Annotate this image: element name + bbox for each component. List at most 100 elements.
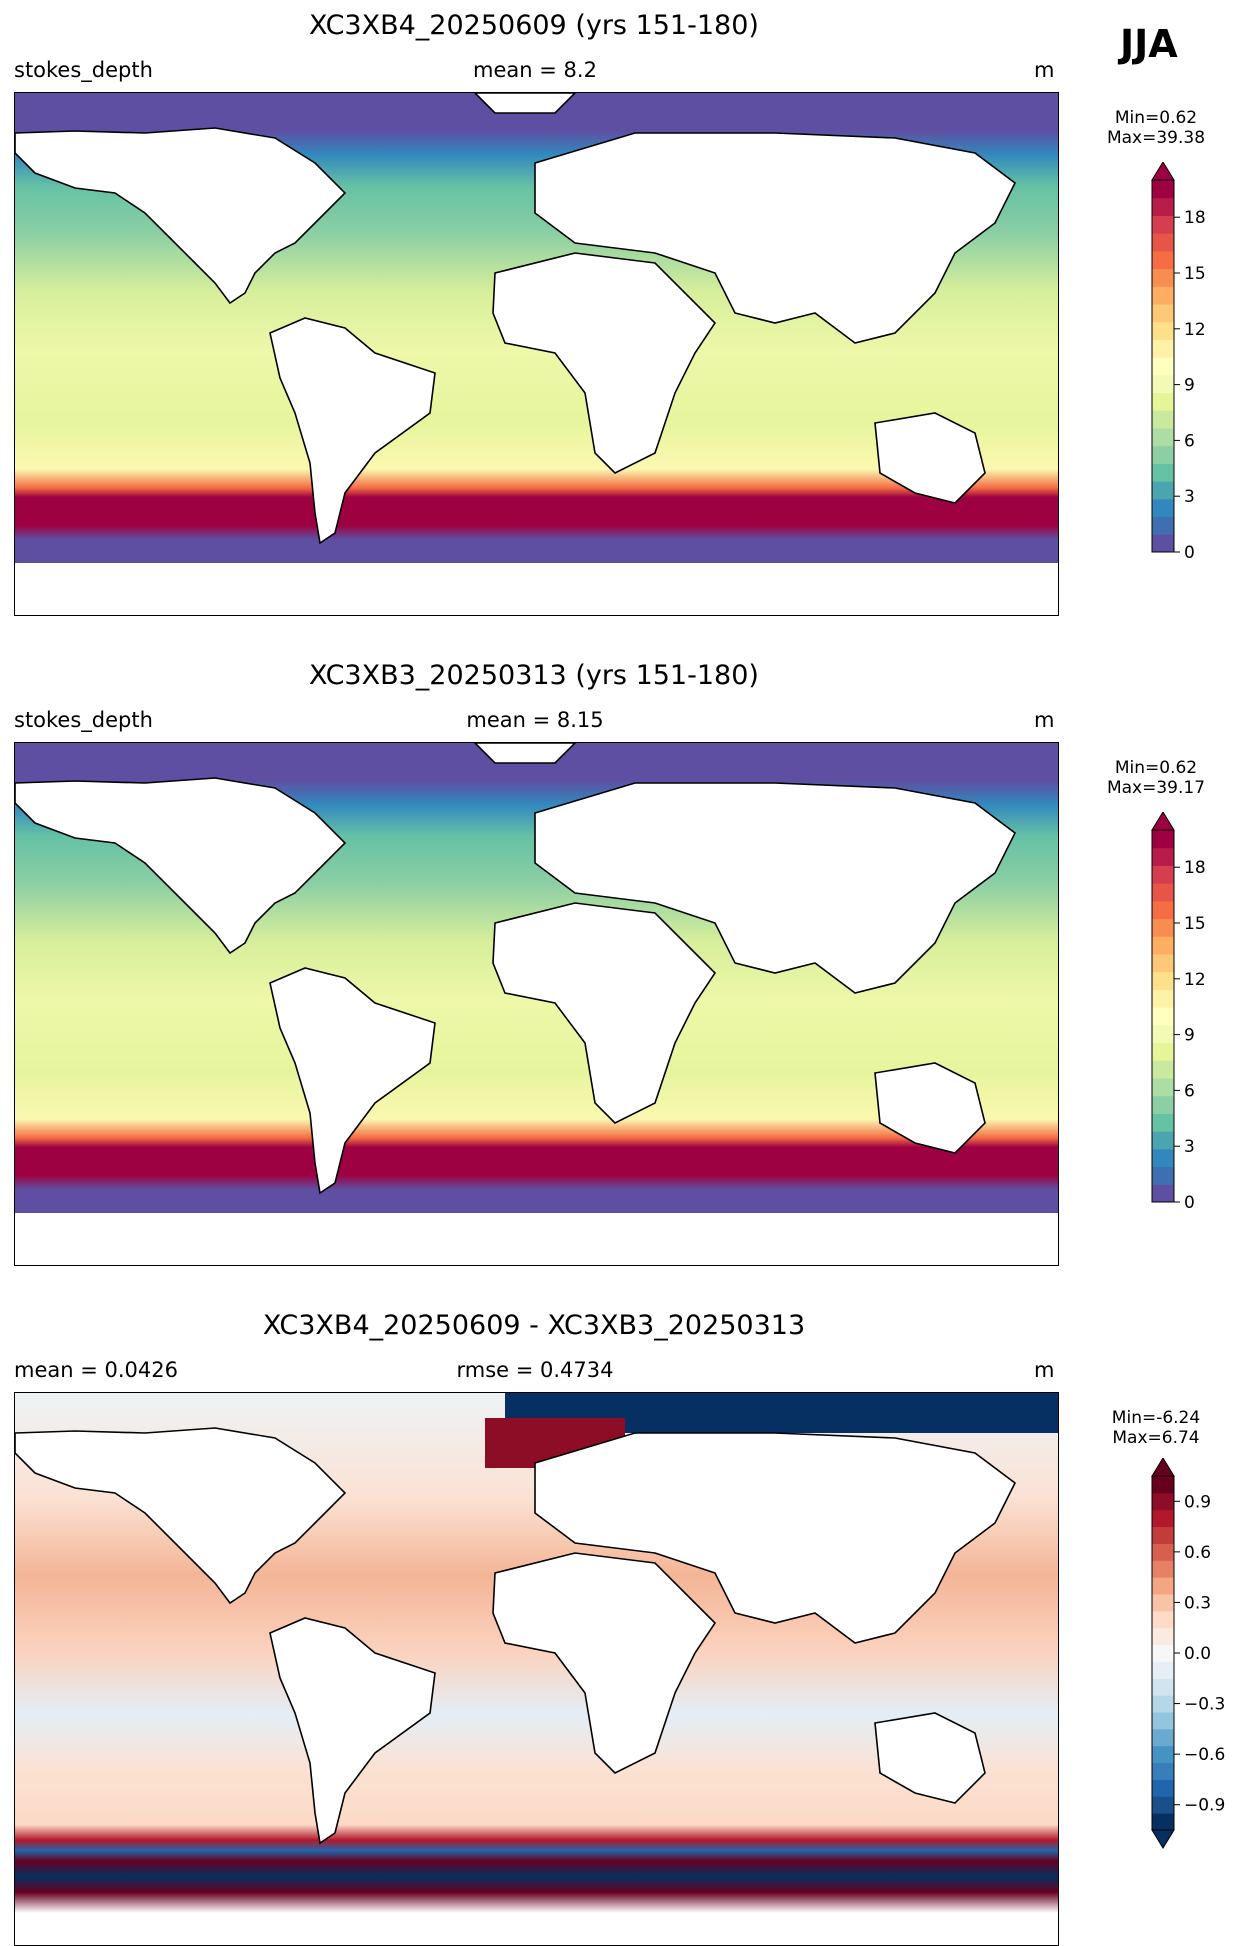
colorbar-tick-label: 18 <box>1184 208 1206 228</box>
colorbar-tick-label: 9 <box>1184 1026 1195 1046</box>
colorbar-level-1 <box>1152 1166 1174 1185</box>
colorbar-level-19 <box>1152 847 1174 866</box>
colorbar-level-4 <box>1152 1113 1174 1132</box>
colorbar-tick-label: 18 <box>1184 858 1206 878</box>
panel-3-map-svg <box>15 1393 1058 1945</box>
panel-2-mean-label: mean = 8.15 <box>466 708 604 732</box>
colorbar-tick-label: 0 <box>1184 543 1195 562</box>
colorbar-level-11 <box>1152 1627 1174 1646</box>
colorbar-extend-max <box>1151 811 1175 831</box>
panel-1-units-label: m <box>1034 58 1055 82</box>
colorbar-tick-label: 15 <box>1184 914 1206 934</box>
colorbar-tick-label: 3 <box>1184 487 1195 507</box>
colorbar-level-9 <box>1152 1024 1174 1044</box>
colorbar-level-4 <box>1152 463 1174 482</box>
colorbar-level-0 <box>1152 1813 1174 1831</box>
panel-1-antarctica-land <box>15 563 1058 615</box>
colorbar-level-0 <box>1152 1184 1174 1203</box>
colorbar-level-5 <box>1152 1095 1174 1114</box>
panel-2-antarctica-land <box>15 1213 1058 1265</box>
panel-2-greenland <box>473 743 577 764</box>
panel-2-max-text: Max=39.17 <box>1106 778 1206 798</box>
colorbar-level-10 <box>1152 1644 1174 1662</box>
colorbar-tick-label: 0.3 <box>1184 1593 1211 1613</box>
colorbar-tick-label: 12 <box>1184 320 1206 340</box>
colorbar-level-15 <box>1152 1560 1174 1578</box>
colorbar-level-14 <box>1152 1577 1174 1595</box>
colorbar-level-8 <box>1152 392 1174 411</box>
panel-2-south-america <box>269 967 436 1195</box>
colorbar-level-12 <box>1152 321 1174 340</box>
panel-2-north-america <box>15 777 347 955</box>
panel-2-units-label: m <box>1034 708 1055 732</box>
colorbar-level-0 <box>1152 534 1174 553</box>
panel-1-eurasia <box>534 132 1017 344</box>
colorbar-tick-label: 3 <box>1184 1137 1195 1157</box>
colorbar-outline <box>1151 179 1175 553</box>
colorbar-tick-label: 6 <box>1184 1081 1195 1101</box>
colorbar-level-17 <box>1152 1526 1174 1544</box>
panel-2-variable-label: stokes_depth <box>14 708 153 732</box>
colorbar-tick-label: 0.6 <box>1184 1543 1211 1563</box>
colorbar-level-10 <box>1152 1007 1174 1026</box>
colorbar-level-1 <box>1152 516 1174 535</box>
colorbar-level-13 <box>1152 954 1174 973</box>
colorbar-level-8 <box>1152 1042 1174 1061</box>
panel-1-greenland <box>473 93 577 114</box>
colorbar-level-9 <box>1152 374 1174 394</box>
colorbar-extend-min <box>1151 1829 1175 1849</box>
colorbar-level-8 <box>1152 1678 1174 1696</box>
colorbar-level-6 <box>1152 428 1174 447</box>
panel-1-max-text: Max=39.38 <box>1106 128 1206 148</box>
colorbar-level-17 <box>1152 233 1174 252</box>
colorbar-outline <box>1151 829 1175 1203</box>
panel-2-min-text: Min=0.62 <box>1114 758 1198 778</box>
colorbar-tick-label: 9 <box>1184 376 1195 396</box>
panel-3-australia <box>874 1712 986 1804</box>
colorbar-level-16 <box>1152 250 1174 270</box>
colorbar-level-9 <box>1152 1661 1174 1679</box>
colorbar-level-5 <box>1152 1728 1174 1747</box>
colorbar-level-16 <box>1152 1543 1174 1561</box>
colorbar-level-3 <box>1152 1131 1174 1150</box>
colorbar-level-2 <box>1152 1779 1174 1797</box>
panel-3-north-america <box>15 1427 347 1605</box>
colorbar-tick-label: −0.3 <box>1184 1695 1225 1715</box>
colorbar-level-11 <box>1152 339 1174 358</box>
colorbar-level-19 <box>1152 197 1174 216</box>
colorbar-level-18 <box>1152 1509 1174 1528</box>
panel-1-map <box>14 92 1059 616</box>
colorbar-level-7 <box>1152 1060 1174 1079</box>
panel-2-australia <box>874 1062 986 1154</box>
colorbar-level-13 <box>1152 1594 1174 1612</box>
colorbar-tick-label: 15 <box>1184 264 1206 284</box>
colorbar-tick-label: −0.6 <box>1184 1745 1225 1765</box>
colorbar-level-4 <box>1152 1745 1174 1764</box>
colorbar-level-19 <box>1152 1492 1174 1511</box>
colorbar-level-14 <box>1152 286 1174 305</box>
panel-2-eurasia <box>534 782 1017 994</box>
panel-1-mean-label: mean = 8.2 <box>473 58 597 82</box>
colorbar-level-7 <box>1152 410 1174 429</box>
panel-3-max-text: Max=6.74 <box>1112 1428 1200 1448</box>
colorbar-level-2 <box>1152 1148 1174 1168</box>
panel-3-title: XC3XB4_20250609 - XC3XB3_20250313 <box>262 1310 806 1341</box>
colorbar-level-2 <box>1152 498 1174 518</box>
panel-3-continents <box>15 1427 1017 1845</box>
panel-2-colorbar: 0 3 6 9 12 15 18 <box>1140 811 1250 1216</box>
colorbar-level-7 <box>1152 1695 1174 1713</box>
colorbar-level-15 <box>1152 918 1174 937</box>
colorbar-level-5 <box>1152 445 1174 464</box>
panel-3-map <box>14 1392 1059 1946</box>
panel-2-colorbar-svg: 0 3 6 9 12 15 18 <box>1151 811 1206 1213</box>
colorbar-tick-label: 0.9 <box>1184 1492 1211 1512</box>
colorbar-level-18 <box>1152 215 1174 234</box>
colorbar-tick-label: 0.0 <box>1184 1644 1211 1664</box>
colorbar-level-1 <box>1152 1796 1174 1814</box>
colorbar-level-6 <box>1152 1078 1174 1097</box>
colorbar-level-12 <box>1152 971 1174 990</box>
colorbar-tick-label: 6 <box>1184 431 1195 451</box>
colorbar-level-12 <box>1152 1610 1174 1629</box>
panel-3-africa <box>492 1552 717 1774</box>
panel-2-africa <box>492 902 717 1124</box>
